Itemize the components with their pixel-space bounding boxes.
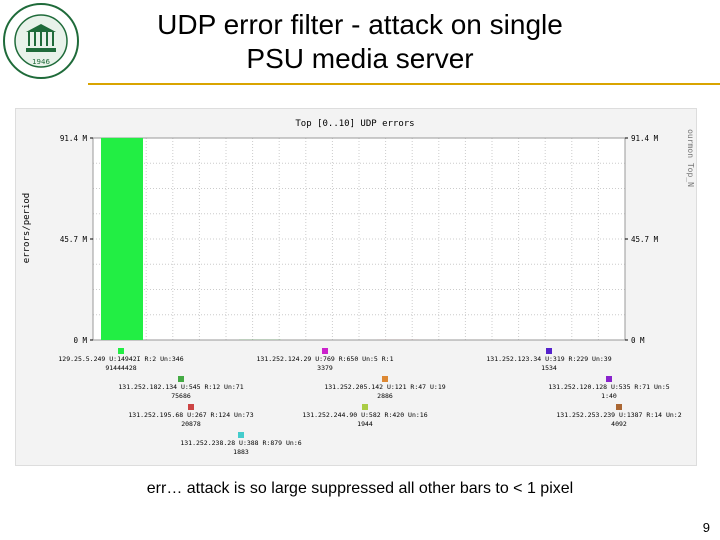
legend-swatch [188,404,194,410]
title-divider [88,83,720,85]
legend-label: 131.252.238.28 U:388 R:879 Un:6 [180,439,301,447]
y-tick-label-left: 45.7 M [60,235,88,244]
legend: 129.25.5.249 U:14942I R:2 Un:34691444428… [58,348,682,456]
legend-label: 131.252.253.239 U:1387 R:14 Un:2 [556,411,681,419]
page-number: 9 [702,520,710,535]
seal-year: 1946 [32,58,50,66]
legend-count: 4092 [611,420,627,428]
legend-swatch [238,432,244,438]
legend-label: 131.252.195.68 U:267 R:124 Un:73 [128,411,253,419]
legend-count: 1883 [233,448,249,456]
slide-title-line-2: PSU media server [246,43,474,74]
legend-label: 131.252.244.90 U:582 R:420 Un:16 [302,411,427,419]
legend-swatch [118,348,124,354]
legend-label: 131.252.182.134 U:545 R:12 Un:71 [118,383,243,391]
legend-swatch [178,376,184,382]
slide-title-line-1: UDP error filter - attack on single [157,9,563,40]
y-tick-label-right: 0 M [631,336,645,345]
y-axis-ticks: 0 M 0 M 45.7 M 45.7 M 91.4 M 91.4 M [60,134,659,345]
grid [92,137,626,341]
legend-count: 2886 [377,392,393,400]
udp-errors-chart: Top [0..10] UDP errors errors/period our… [22,119,695,456]
slide-title: UDP error filter - attack on single PSU … [100,8,620,76]
legend-swatch [322,348,328,354]
right-side-label: ourmon Top_N [686,129,695,187]
y-tick-label-left: 0 M [73,336,87,345]
legend-count: 1:40 [601,392,617,400]
bars [101,137,557,340]
legend-label: 131.252.205.142 U:121 R:47 U:19 [324,383,445,391]
legend-count: 20878 [181,420,201,428]
legend-label: 131.252.120.128 U:535 R:71 Un:5 [548,383,669,391]
legend-count: 3379 [317,364,333,372]
bar-1 [101,137,143,340]
y-tick-label-right: 45.7 M [631,235,659,244]
y-axis-label: errors/period [22,193,32,263]
y-tick-label-right: 91.4 M [631,134,659,143]
slide-caption: err… attack is so large suppressed all o… [146,480,574,497]
legend-label: 131.252.123.34 U:319 R:229 Un:39 [486,355,611,363]
university-seal-logo: 1946 [3,3,79,79]
chart-title: Top [0..10] UDP errors [295,119,414,129]
legend-label: 129.25.5.249 U:14942I R:2 Un:346 [58,355,183,363]
legend-swatch [616,404,622,410]
legend-swatch [606,376,612,382]
y-tick-label-left: 91.4 M [60,134,88,143]
legend-count: 75686 [171,392,191,400]
legend-label: 131.252.124.29 U:769 R:650 Un:5 R:1 [257,355,394,363]
legend-swatch [362,404,368,410]
legend-count: 1534 [541,364,557,372]
legend-swatch [382,376,388,382]
legend-count: 1944 [357,420,373,428]
legend-count: 91444428 [105,364,136,372]
legend-swatch [546,348,552,354]
